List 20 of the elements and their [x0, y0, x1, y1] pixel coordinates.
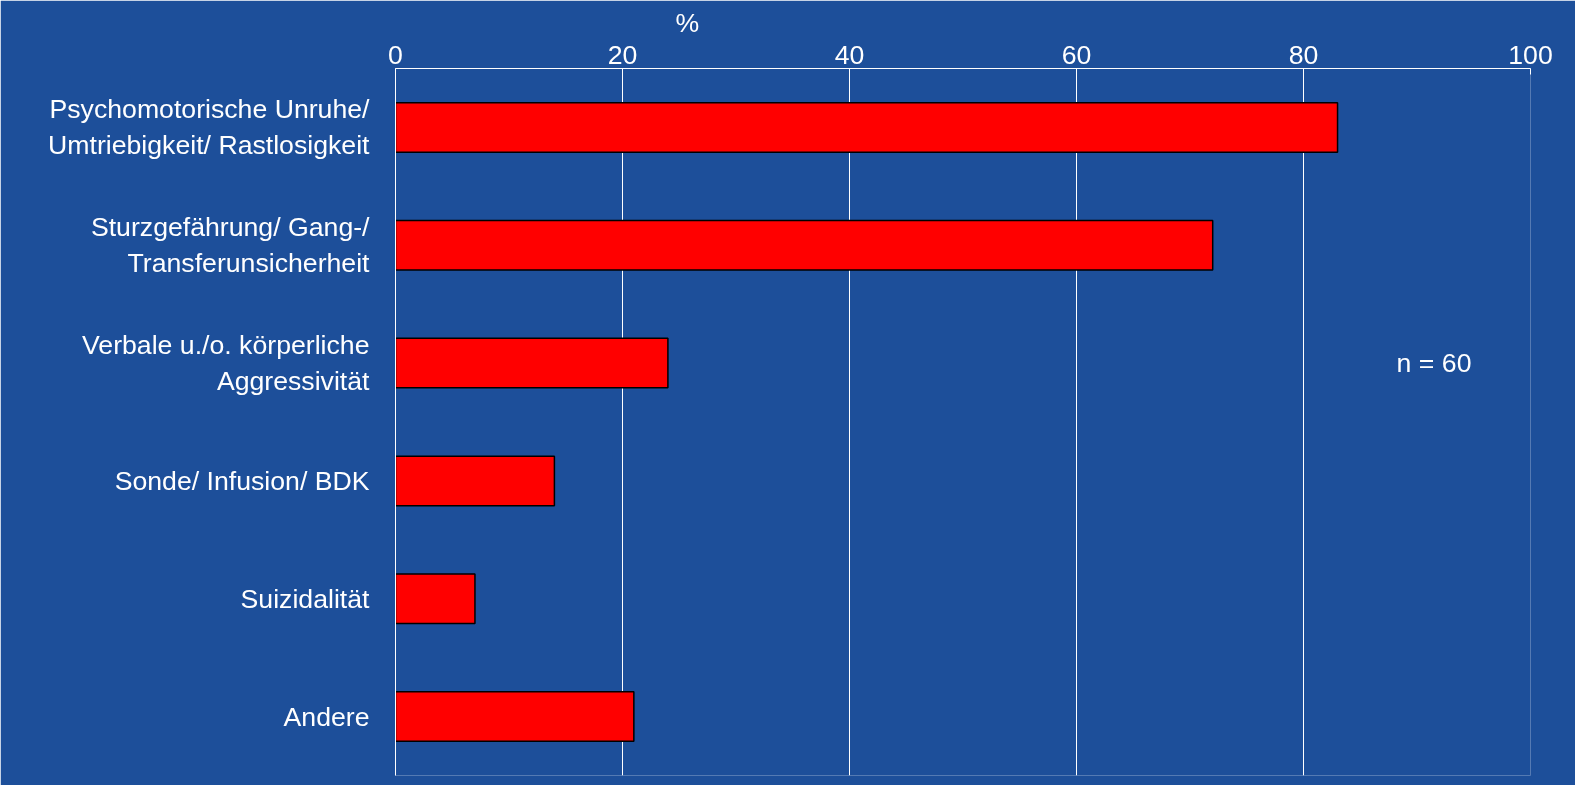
x-tick-label: 60	[1061, 39, 1092, 70]
x-tick-label: 0	[388, 39, 403, 70]
x-tick-label: 20	[607, 39, 638, 70]
bar	[395, 219, 1214, 271]
bar	[395, 691, 635, 743]
y-tick-label: Andere	[283, 701, 370, 732]
x-axis-title: %	[675, 7, 700, 38]
y-tick-label: Sonde/ Infusion/ BDK	[114, 465, 370, 496]
y-tick-label: Psychomotorische Unruhe/ Umtriebigkeit/ Rastlosigkeit	[48, 94, 371, 161]
annotation: n = 60	[1396, 348, 1472, 379]
y-tick-label: Sturzgefährung/ Gang-/ Transferunsicherheit	[90, 212, 371, 279]
bar	[395, 337, 669, 389]
bar	[395, 455, 556, 507]
x-tick-label: 40	[834, 39, 865, 70]
y-tick-label: Suizidalität	[240, 583, 371, 614]
y-tick-label: Verbale u./o. körperliche Aggressivität	[82, 330, 371, 397]
bar	[395, 101, 1339, 153]
x-tick-label: 100	[1508, 39, 1553, 70]
bar	[395, 573, 476, 625]
x-tick-label: 80	[1288, 39, 1319, 70]
